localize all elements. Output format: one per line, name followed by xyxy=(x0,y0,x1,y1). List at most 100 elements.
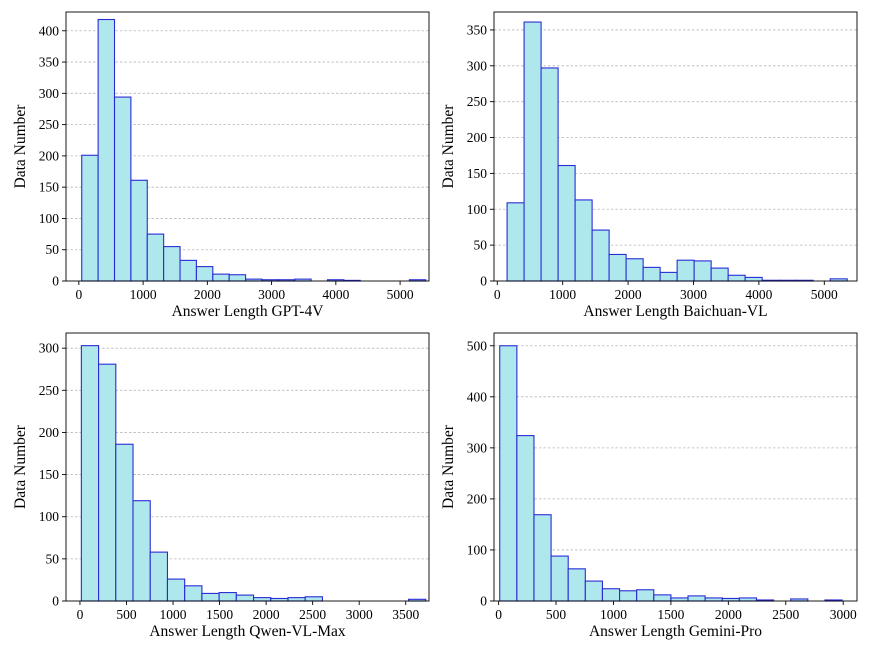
histogram-bar xyxy=(287,597,306,602)
histogram-bar xyxy=(676,259,695,282)
panel-gemini-pro: 0 100 200 300 400 500 0 500 1000 1500 2000 2500 300… xyxy=(440,332,858,640)
x-tick-label: 2500 xyxy=(772,607,799,622)
x-axis-label: Answer Length Gemini-Pro xyxy=(589,623,762,640)
panel-gpt-4v: 0 50 100 150 200 250 300 350 400 0 1000 2000 3000 40… xyxy=(12,11,430,320)
histogram-bar xyxy=(738,597,758,602)
x-tick-label: 3000 xyxy=(830,607,857,622)
histogram-bar xyxy=(540,67,559,282)
x-tick-label: 1000 xyxy=(130,287,157,302)
panel-qwen-vl-max: 0 50 100 150 200 250 300 0 500 1000 1500 2000 2500 3… xyxy=(12,332,430,640)
histogram-bar xyxy=(184,585,203,602)
x-tick-label: 2000 xyxy=(715,607,742,622)
histogram-bar xyxy=(235,594,255,602)
y-tick-label: 50 xyxy=(46,551,60,566)
histogram-bar xyxy=(533,514,552,602)
histogram-bar xyxy=(115,443,134,602)
x-tick-label: 3000 xyxy=(680,287,707,302)
y-tick-label: 350 xyxy=(39,55,60,70)
histogram-bar xyxy=(601,588,621,602)
histogram-bar xyxy=(146,233,165,282)
y-tick-label: 300 xyxy=(39,341,60,356)
plot-frame xyxy=(493,332,858,602)
histogram-bar xyxy=(499,345,518,602)
histogram-bar xyxy=(567,568,586,602)
x-tick-label: 500 xyxy=(546,607,567,622)
x-tick-label: 0 xyxy=(77,607,84,622)
histogram-bar xyxy=(608,253,627,282)
y-tick-label: 200 xyxy=(467,130,488,145)
x-tick-label: 1000 xyxy=(160,607,187,622)
y-tick-label: 0 xyxy=(480,594,487,609)
histogram-bar xyxy=(693,260,712,282)
histogram-bar xyxy=(642,266,661,282)
histogram-bar xyxy=(253,597,272,602)
histogram-bar xyxy=(584,580,603,602)
histogram-bar xyxy=(179,259,197,282)
histogram-bar xyxy=(506,202,525,282)
histogram-bar xyxy=(81,154,99,282)
x-tick-label: 1500 xyxy=(657,607,684,622)
y-tick-label: 250 xyxy=(39,383,60,398)
histogram-bar xyxy=(550,555,569,602)
x-tick-label: 2000 xyxy=(194,287,221,302)
y-tick-label: 150 xyxy=(39,467,60,482)
histogram-bar xyxy=(228,274,247,282)
plot-frame xyxy=(493,11,858,282)
y-tick-label: 100 xyxy=(467,202,488,217)
panel-baichuan-vl: 0 50 100 150 200 250 300 350 0 1000 2000 3000 4000 5… xyxy=(440,11,858,320)
y-tick-label: 400 xyxy=(467,389,488,404)
x-tick-label: 5000 xyxy=(387,287,414,302)
x-tick-label: 3000 xyxy=(258,287,285,302)
y-tick-label: 0 xyxy=(52,594,59,609)
histogram-bar xyxy=(574,199,593,282)
histogram-bar xyxy=(659,271,678,282)
histogram-bar xyxy=(653,594,672,602)
y-tick-label: 100 xyxy=(467,542,488,557)
y-axis-label: Data Number xyxy=(12,104,29,189)
histogram-bar xyxy=(619,590,638,602)
x-tick-label: 2000 xyxy=(615,287,642,302)
histogram-bar xyxy=(516,435,535,602)
histogram-bar xyxy=(80,345,100,602)
x-tick-label: 5000 xyxy=(811,287,838,302)
y-axis-label: Data Number xyxy=(440,104,457,189)
histogram-bar xyxy=(113,96,132,282)
histogram-bar xyxy=(523,21,542,282)
x-axis-label: Answer Length Qwen-VL-Max xyxy=(149,623,346,640)
y-tick-label: 150 xyxy=(39,180,60,195)
histogram-bar xyxy=(132,500,151,602)
histogram-bar xyxy=(687,595,706,602)
histogram-bar xyxy=(130,179,148,282)
y-tick-label: 0 xyxy=(480,274,487,289)
y-tick-label: 350 xyxy=(467,22,488,37)
histogram-bar xyxy=(218,592,237,602)
histogram-bar xyxy=(149,551,169,602)
y-tick-label: 250 xyxy=(467,94,488,109)
y-tick-label: 200 xyxy=(39,148,60,163)
x-tick-label: 0 xyxy=(495,607,502,622)
y-tick-label: 50 xyxy=(46,242,60,257)
y-tick-label: 300 xyxy=(467,58,488,73)
y-tick-label: 150 xyxy=(467,166,488,181)
y-tick-label: 50 xyxy=(474,238,488,253)
histogram-bar xyxy=(636,589,655,602)
x-tick-label: 2000 xyxy=(253,607,280,622)
histogram-bar xyxy=(97,18,116,282)
y-tick-label: 300 xyxy=(467,440,488,455)
histogram-bar xyxy=(195,266,214,282)
x-tick-label: 1000 xyxy=(600,607,627,622)
histogram-bar xyxy=(625,258,644,282)
x-tick-label: 4000 xyxy=(745,287,772,302)
histogram-bar xyxy=(557,164,576,282)
histogram-bar xyxy=(201,592,220,602)
histogram-bar xyxy=(727,274,746,282)
y-tick-label: 100 xyxy=(39,509,60,524)
histogram-bar xyxy=(304,596,323,602)
histogram-bar xyxy=(591,229,610,282)
x-tick-label: 1000 xyxy=(549,287,576,302)
histogram-bar xyxy=(710,267,729,282)
x-tick-label: 1500 xyxy=(206,607,233,622)
x-tick-label: 500 xyxy=(116,607,137,622)
y-axis-label: Data Number xyxy=(440,424,457,509)
x-tick-label: 3000 xyxy=(346,607,373,622)
